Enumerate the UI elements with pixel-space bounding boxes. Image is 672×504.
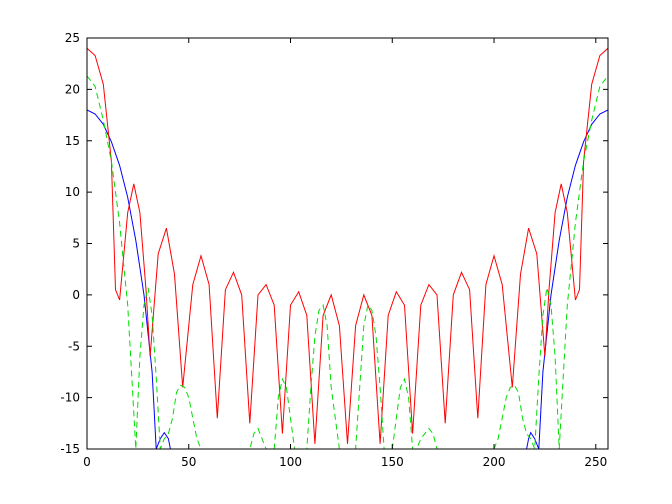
y-tick-label: 15 [65, 134, 80, 148]
x-tick-label: 50 [181, 455, 196, 469]
series-line-1 [87, 109, 608, 449]
plot-area [87, 38, 608, 449]
x-tick-label: 250 [584, 455, 607, 469]
y-tick-label: -10 [60, 391, 80, 405]
x-axis: 0 50 100 150 200 250 [83, 38, 607, 469]
y-axis: -15 -10 -5 0 5 10 15 20 25 [60, 31, 608, 456]
series-layer [87, 47, 608, 449]
y-tick-label: 10 [65, 185, 80, 199]
x-tick-label: 150 [381, 455, 404, 469]
y-tick-label: 5 [72, 237, 80, 251]
x-tick-label: 200 [483, 455, 506, 469]
y-tick-label: -5 [68, 339, 80, 353]
y-tick-label: 0 [72, 288, 80, 302]
series-line-2 [87, 47, 608, 444]
series-line-3 [87, 75, 608, 449]
x-tick-label: 0 [83, 455, 91, 469]
y-tick-label: 25 [65, 31, 80, 45]
y-tick-label: 20 [65, 82, 80, 96]
y-tick-label: -15 [60, 442, 80, 456]
x-tick-label: 100 [279, 455, 302, 469]
